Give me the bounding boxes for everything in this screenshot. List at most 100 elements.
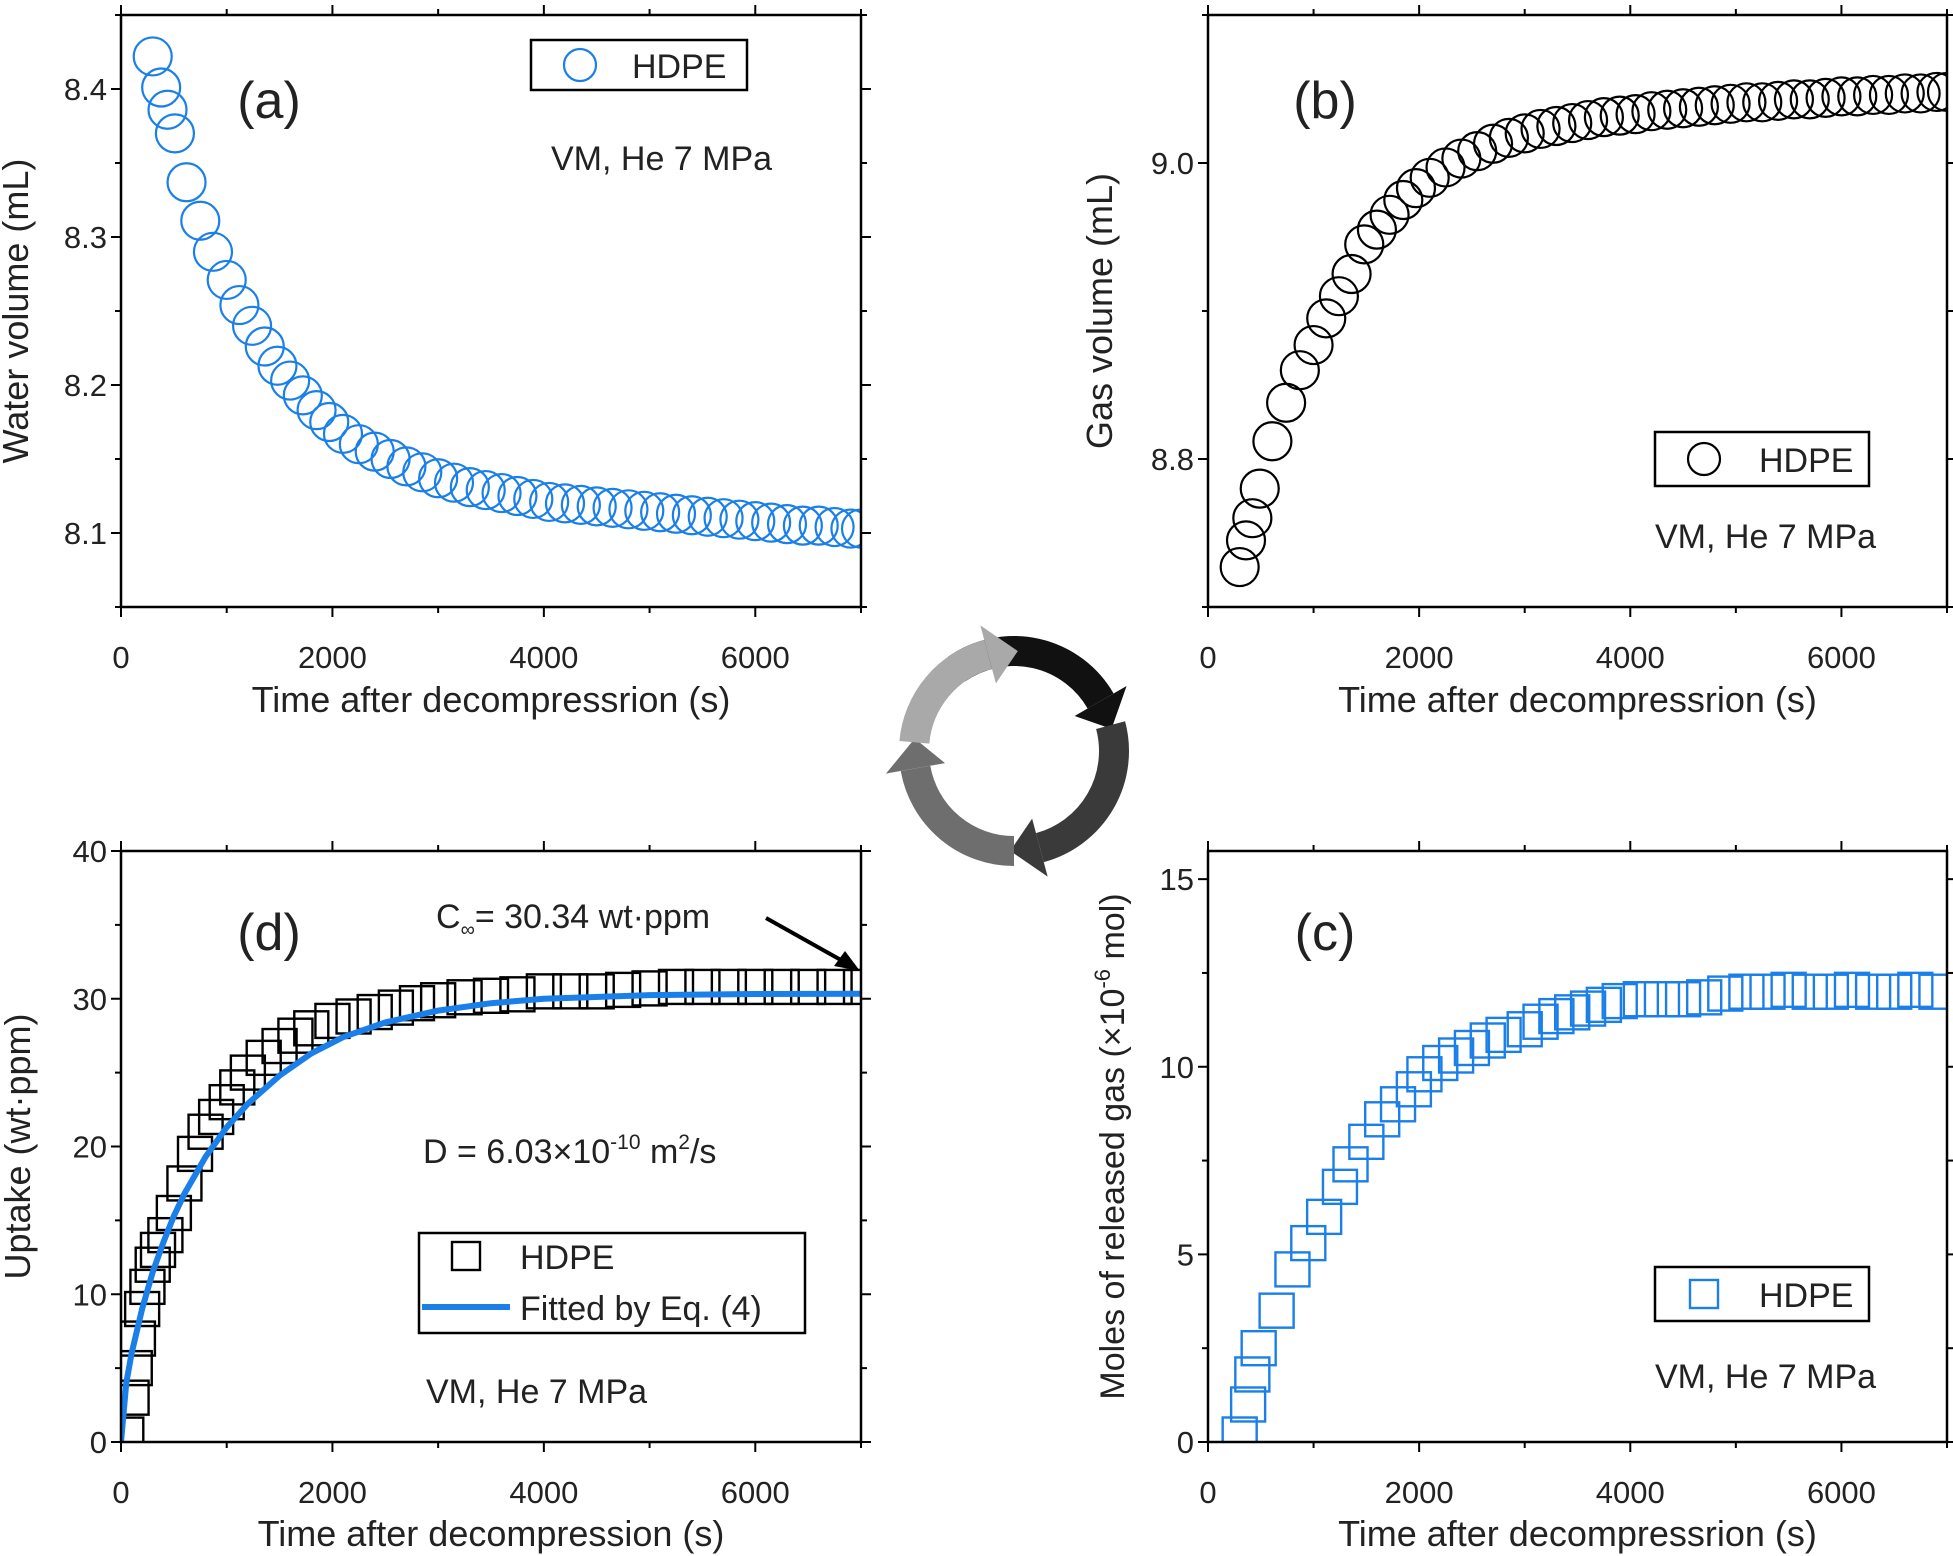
c-infinity-annotation: C∞= 30.34 wt·ppm xyxy=(436,898,710,941)
cycle-arrow-segment xyxy=(899,639,993,745)
data-point-a xyxy=(386,446,427,487)
x-tick-label: 2000 xyxy=(1385,1475,1454,1510)
y-tick-label: 20 xyxy=(73,1130,107,1165)
data-point-b xyxy=(1694,85,1735,126)
data-point-c xyxy=(1258,1292,1295,1329)
data-point-b xyxy=(1852,74,1894,116)
data-point-b xyxy=(1356,209,1398,250)
subscript: ∞ xyxy=(461,919,475,941)
y-tick-label: 0 xyxy=(1177,1425,1194,1460)
data-point-a xyxy=(132,36,173,77)
data-point-b xyxy=(1662,88,1704,129)
data-point-a xyxy=(560,484,601,525)
y-tick-label: 0 xyxy=(90,1425,107,1460)
data-point-d xyxy=(377,989,415,1026)
data-point-c xyxy=(1918,973,1947,1010)
plot-area xyxy=(121,968,861,1442)
arrowhead-icon xyxy=(834,951,860,971)
data-point-c xyxy=(1749,973,1786,1010)
data-point-c xyxy=(1221,1416,1258,1442)
cycle-arrowhead xyxy=(1074,686,1127,729)
data-point-a xyxy=(592,487,633,528)
data-point-b xyxy=(1395,168,1437,209)
y-tick-label: 10 xyxy=(1160,1050,1194,1085)
data-point-b xyxy=(1789,79,1830,120)
data-point-d xyxy=(139,1231,177,1269)
data-point-b xyxy=(1232,498,1273,539)
x-tick-label: 0 xyxy=(1199,640,1216,675)
data-point-b xyxy=(1488,117,1529,158)
data-point-a xyxy=(154,113,196,154)
data-point-d xyxy=(472,977,510,1014)
data-point-a xyxy=(624,490,665,531)
data-point-a xyxy=(608,489,649,530)
plot-area xyxy=(1221,971,1947,1442)
data-point-b xyxy=(1757,80,1799,121)
axes-frame xyxy=(119,13,863,609)
data-point-a xyxy=(735,501,776,542)
data-point-b xyxy=(1536,105,1577,147)
data-point-a xyxy=(206,259,247,301)
data-point-b xyxy=(1369,194,1410,235)
x-tick-label: 6000 xyxy=(1807,640,1876,675)
x-tick-label: 0 xyxy=(112,1475,129,1510)
x-tick-label: 6000 xyxy=(721,640,790,675)
plot-area xyxy=(1219,71,1947,588)
data-point-d xyxy=(121,1416,145,1442)
data-point-d xyxy=(578,973,615,1010)
data-point-b xyxy=(1252,421,1293,462)
data-point-b xyxy=(1344,224,1385,265)
legend: HDPE Fitted by Eq. (4) xyxy=(417,1231,807,1335)
y-tick-label: 10 xyxy=(73,1277,107,1312)
data-point-d xyxy=(123,1290,161,1328)
data-point-a xyxy=(655,493,697,534)
data-point-c xyxy=(1395,1071,1433,1108)
legend-marker xyxy=(1688,1278,1720,1310)
data-point-a xyxy=(544,483,586,524)
data-point-d xyxy=(314,1002,351,1040)
data-point-a xyxy=(231,305,273,346)
data-point-c xyxy=(1812,973,1850,1010)
data-point-a xyxy=(418,458,459,499)
data-point-d xyxy=(525,973,563,1010)
x-axis-label: Time after decompressrion (s) xyxy=(1338,1513,1817,1554)
data-point-d xyxy=(737,968,774,1006)
data-point-d xyxy=(208,1083,245,1121)
data-point-b xyxy=(1293,324,1334,366)
data-point-c xyxy=(1897,971,1934,1009)
diffusivity-annotation: D = 6.03×10-10 m2/s xyxy=(423,1131,716,1171)
legend-box xyxy=(529,38,749,92)
data-point-d xyxy=(684,968,721,1006)
x-tick-label: 6000 xyxy=(721,1475,790,1510)
annotation-arrow xyxy=(765,916,849,966)
panel-label: (b) xyxy=(1293,72,1357,130)
data-point-d xyxy=(419,982,457,1019)
data-point-c xyxy=(1240,1329,1277,1367)
panel-c: 0 2000 4000 6000 0 5 10 15 Time after decompress… xyxy=(1090,841,1953,1554)
plot-area xyxy=(132,36,861,549)
data-point-b xyxy=(1726,82,1767,123)
data-point-b xyxy=(1306,298,1347,339)
cycle-arrowhead xyxy=(1010,818,1048,877)
data-point-a xyxy=(433,462,475,503)
data-point-b xyxy=(1583,97,1624,138)
data-point-b xyxy=(1710,83,1751,124)
data-point-b xyxy=(1318,276,1360,317)
data-point-c xyxy=(1321,1168,1359,1206)
data-point-a xyxy=(141,67,182,108)
data-point-c xyxy=(1876,973,1913,1010)
data-point-b xyxy=(1331,253,1372,295)
data-point-c xyxy=(1833,971,1871,1009)
x-tick-label: 2000 xyxy=(298,640,367,675)
data-point-a xyxy=(687,496,728,537)
data-point-d xyxy=(816,968,853,1006)
data-point-a xyxy=(814,506,855,548)
data-point-a xyxy=(782,505,823,546)
data-point-a xyxy=(671,495,712,536)
legend-marker xyxy=(1686,441,1722,477)
data-point-c xyxy=(1728,973,1765,1010)
legend: HDPE xyxy=(529,38,749,92)
data-point-b xyxy=(1504,113,1545,154)
y-tick-label: 9.0 xyxy=(1151,146,1194,181)
data-point-a xyxy=(147,89,188,130)
